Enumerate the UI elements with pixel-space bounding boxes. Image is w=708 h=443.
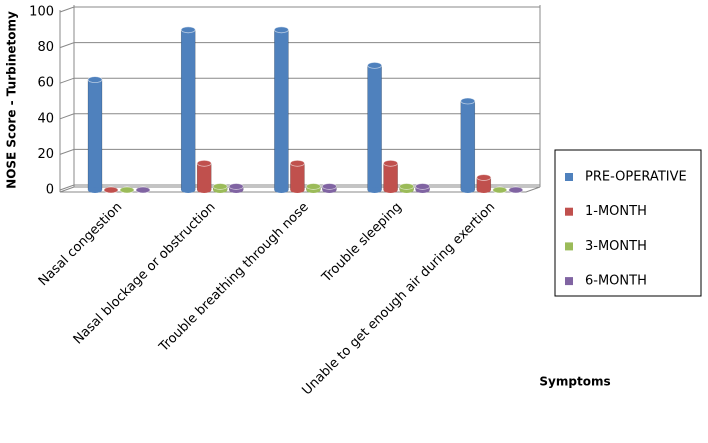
x-tick-label: Nasal congestion [36,200,125,289]
bar [180,29,196,191]
bar-cap [228,183,244,190]
bar-cap [196,159,212,167]
bar-cap [321,183,337,190]
y-axis-label: NOSE Score - Turbinetomy [5,11,19,189]
bar-cap [135,186,151,194]
bar-base [88,187,102,193]
bar-base [197,187,212,193]
legend-swatch [565,277,573,286]
bar-base [181,187,196,193]
y-tick-label: 80 [37,40,54,55]
bar-cap [415,183,431,190]
bar-cap [180,26,196,34]
y-tick-label: 100 [29,5,54,20]
grid-line [59,148,540,155]
bar [290,163,305,191]
bar-cap [289,159,305,167]
bar-cap [492,186,508,194]
bar-cap [87,76,103,84]
bar-cap [119,186,135,194]
bar-base [367,187,382,193]
bar [367,65,382,191]
bar-cap [460,97,476,105]
legend-swatch [565,173,573,181]
bar-cap [383,159,399,167]
bar-base [383,187,398,193]
bar-base [290,187,305,193]
bar [460,100,476,191]
x-axis-label: Symptoms [539,375,610,389]
grid-line [59,6,540,13]
bar [196,163,212,191]
x-tick-label: Trouble sleeping [319,200,405,286]
x-tick-label: Trouble breathing through nose [156,200,312,356]
y-tick-label: 40 [37,111,54,126]
bar-cap [212,183,228,190]
grid-line [59,42,540,49]
legend-label: 1-MONTH [585,204,647,219]
bar-base [460,187,475,193]
bar [87,79,103,191]
legend-swatch [565,242,573,251]
grid-line [59,113,540,120]
bar-cap [508,186,524,194]
x-tick-label: Unable to get enough air during exertion [299,200,498,399]
y-tick-label: 0 [46,183,54,198]
bar-base [476,187,491,193]
bar [383,163,398,191]
legend-label: 6-MONTH [585,274,647,289]
bar [274,29,289,191]
bar-cap [476,174,492,181]
bar-cap [305,183,321,190]
legend-swatch [565,207,573,216]
legend-box [554,149,702,297]
bar-base [274,187,289,193]
bar-cap [273,26,289,34]
bar-cap [103,186,119,194]
legend-label: PRE-OPERATIVE [585,170,687,185]
y-tick-label: 20 [37,147,54,162]
bar-cap [399,183,415,190]
legend-label: 3-MONTH [585,239,647,254]
bar-cap [367,62,383,69]
y-tick-label: 60 [37,76,54,91]
grid-line [59,77,540,84]
